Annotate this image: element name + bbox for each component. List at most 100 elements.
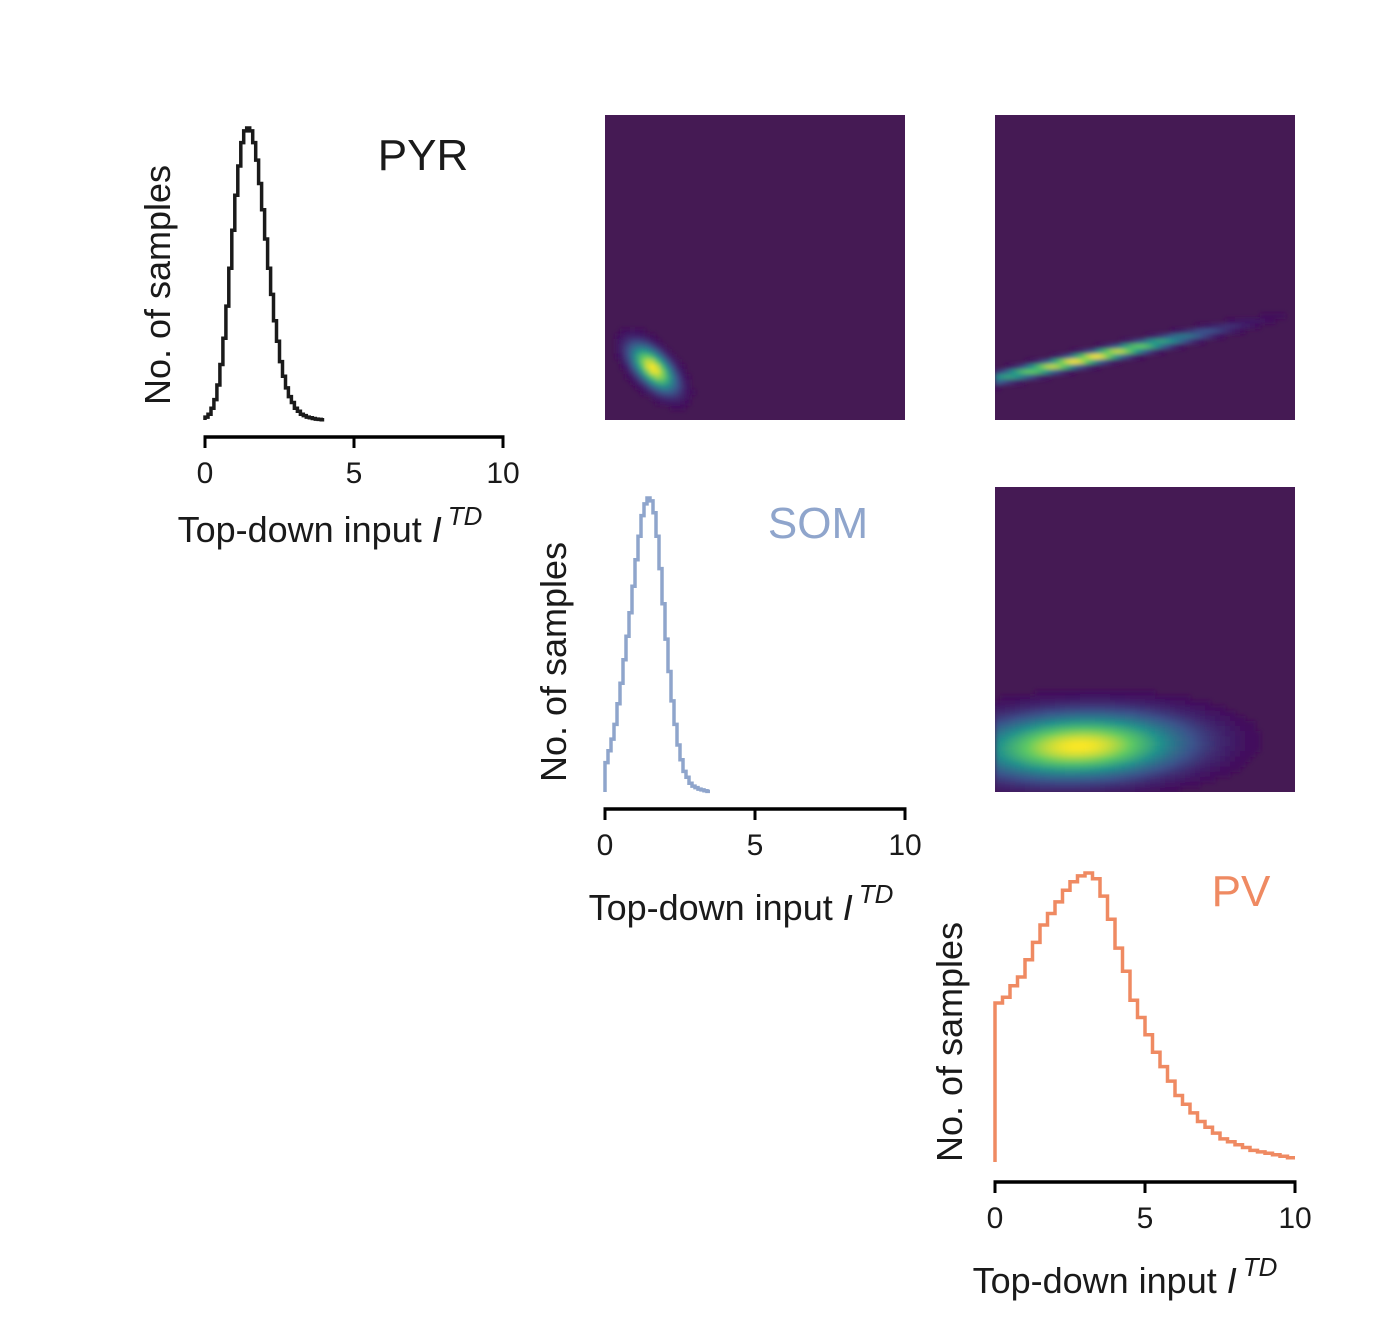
heatmap-cell	[1085, 746, 1091, 752]
heatmap-cell	[1260, 318, 1266, 325]
heatmap-cell	[1115, 359, 1121, 365]
heatmap-cell	[1135, 705, 1141, 712]
heatmap-cell	[1060, 786, 1066, 792]
heatmap-cell	[1050, 776, 1056, 783]
heatmap-cell	[1080, 776, 1086, 783]
heatmap-cell	[1145, 695, 1151, 702]
heatmap-cell	[1230, 731, 1236, 737]
heatmap-cell	[1105, 715, 1111, 722]
heatmap-cell	[1110, 756, 1116, 763]
heatmap-cell	[1070, 353, 1076, 360]
heatmap-cell	[1095, 786, 1101, 792]
heatmap-cell	[1040, 364, 1046, 370]
heatmap-cell	[1070, 720, 1076, 727]
heatmap-cell	[1075, 761, 1081, 768]
heatmap-cell	[650, 389, 656, 396]
heatmap-cell	[1035, 741, 1041, 747]
heatmap-cell	[1095, 705, 1101, 712]
heatmap-cell	[1025, 751, 1031, 758]
heatmap-cell	[1005, 364, 1011, 370]
heatmap-cell	[665, 389, 671, 396]
heatmap-cell	[1235, 761, 1241, 768]
heatmap-cell	[660, 369, 666, 375]
heatmap-cell	[1070, 776, 1076, 783]
heatmap-cell	[1150, 690, 1156, 697]
heatmap-cell	[665, 379, 671, 386]
heatmap-cell	[1135, 761, 1141, 768]
heatmap-cell	[1075, 741, 1081, 747]
heatmap-cell	[1065, 786, 1071, 792]
heatmap-cell	[1090, 776, 1096, 783]
heatmap-cell	[1120, 695, 1126, 702]
histogram-bin	[1115, 948, 1123, 1162]
heatmap-cell	[1235, 736, 1241, 742]
heatmap-cell	[645, 348, 651, 355]
heatmap-cell	[1250, 741, 1256, 747]
heatmap-cell	[1035, 695, 1041, 702]
heatmap-cell	[670, 359, 676, 365]
heatmap-cell	[1230, 725, 1236, 732]
heatmap-cell	[1060, 359, 1066, 365]
heatmap-cell	[655, 384, 661, 391]
heatmap-cell	[1035, 700, 1041, 707]
heatmap-cell	[1220, 756, 1226, 763]
heatmap-cell	[1100, 710, 1106, 717]
heatmap-cell	[1145, 700, 1151, 707]
heatmap-cell	[1140, 695, 1146, 702]
heatmap-cell	[660, 394, 666, 401]
heatmap-cell	[1125, 705, 1131, 712]
legend-label-pyr: PYR	[378, 131, 468, 180]
heatmap-cell	[1090, 364, 1096, 370]
heatmap-cell	[1080, 786, 1086, 792]
heatmap-cell	[1045, 761, 1051, 768]
heatmap-cell	[1055, 766, 1061, 773]
heatmap-cell	[1155, 700, 1161, 707]
heatmap-cell	[650, 374, 656, 380]
heatmap-cell	[1030, 746, 1036, 752]
heatmap-cell	[1145, 705, 1151, 712]
histogram-bin	[668, 672, 671, 793]
heatmap-cell	[1050, 715, 1056, 722]
heatmap-cell	[995, 369, 1001, 375]
heatmap-cell	[1095, 761, 1101, 768]
heatmap-cell	[1215, 741, 1221, 747]
heatmap-cell	[1035, 731, 1041, 737]
histogram-bin	[1258, 1152, 1266, 1162]
histogram-bin	[1003, 997, 1011, 1162]
heatmap-cell	[1050, 751, 1056, 758]
heatmap-cell	[660, 348, 666, 355]
heatmap-cell	[1140, 710, 1146, 717]
heatmap-cell	[680, 404, 686, 411]
heatmap-cell	[1015, 700, 1021, 707]
heatmap-cell	[1060, 705, 1066, 712]
heatmap-cell	[1055, 736, 1061, 742]
heatmap-cell	[1255, 323, 1261, 330]
heatmap-cell	[1120, 348, 1126, 355]
heatmap-cell	[665, 399, 671, 406]
histogram-bin	[647, 498, 650, 792]
heatmap-cell	[1175, 736, 1181, 742]
heatmap-cell	[645, 389, 651, 396]
heatmap-cell	[1065, 359, 1071, 365]
heatmap-cell	[1195, 333, 1201, 340]
heatmap-cell	[1175, 343, 1181, 350]
heatmap-cell	[1230, 766, 1236, 773]
heatmap-cell	[1150, 333, 1156, 340]
heatmap-cell	[1210, 323, 1216, 330]
heatmap-cell	[1240, 328, 1246, 335]
heatmap-cell	[1000, 715, 1006, 722]
heatmap-cell	[1005, 781, 1011, 788]
heatmap-cell	[655, 369, 661, 375]
heatmap-cell	[1020, 700, 1026, 707]
heatmap-cell	[1240, 741, 1246, 747]
heatmap-cell	[1145, 343, 1151, 350]
heatmap-cell	[1135, 786, 1141, 792]
heatmap-cell	[1160, 720, 1166, 727]
histogram-bin	[229, 268, 232, 420]
heatmap-cell	[1195, 710, 1201, 717]
heatmap-cell	[1085, 715, 1091, 722]
heatmap-cell	[1155, 710, 1161, 717]
histogram-bin	[1183, 1104, 1191, 1162]
heatmap-cell	[1055, 710, 1061, 717]
heatmap-cell	[1175, 328, 1181, 335]
